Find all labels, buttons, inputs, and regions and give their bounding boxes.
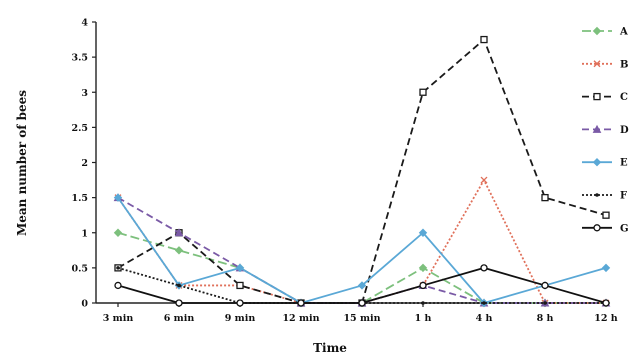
legend-item-B: B [582, 59, 628, 70]
data-point-F [482, 301, 486, 305]
legend-label: G [620, 223, 629, 234]
series-G [114, 264, 610, 307]
legend-label: B [620, 59, 628, 70]
x-tick-label: 3 min [103, 313, 134, 324]
legend-marker [592, 124, 602, 133]
y-tick-label: 3 [81, 88, 88, 99]
legend-item-F: F [582, 191, 627, 202]
series-line-C [117, 38, 607, 304]
y-tick-label: 3.5 [71, 53, 88, 64]
series-line-D [117, 196, 606, 304]
data-point-A [174, 246, 184, 255]
legend-marker [593, 60, 601, 68]
y-tick-label: 1.5 [71, 193, 88, 204]
data-point-F [116, 266, 120, 270]
legend-label: D [620, 125, 629, 136]
data-point-E [235, 263, 245, 273]
legend-marker [593, 92, 601, 101]
legend-marker [593, 224, 601, 232]
data-point-F [543, 301, 547, 305]
x-tick-label: 1 h [415, 313, 432, 324]
data-point-A [418, 263, 428, 273]
x-tick-label: 4 h [476, 313, 493, 324]
x-tick-label: 9 min [225, 313, 256, 324]
data-point-E [113, 193, 123, 202]
legend-label: E [620, 158, 628, 169]
data-point-E [601, 263, 611, 273]
x-tick-label: 6 min [164, 313, 195, 324]
data-point-G [541, 281, 549, 290]
legend-item-G: G [582, 223, 629, 234]
data-point-C [419, 88, 427, 96]
y-tick-label: 0 [81, 299, 88, 310]
legend-item-E: E [582, 158, 628, 169]
data-point-C [480, 35, 488, 44]
data-point-F [421, 301, 425, 305]
data-point-G [358, 299, 366, 307]
x-axis-title: Time [313, 341, 347, 355]
legend-marker [592, 157, 602, 167]
data-point-G [175, 299, 183, 307]
x-tick-label: 8 h [537, 313, 554, 324]
legend-label: F [620, 191, 627, 202]
data-point-G [602, 299, 610, 307]
data-point-E [418, 228, 428, 237]
legend-item-C: C [582, 92, 628, 103]
series-C [114, 35, 610, 307]
y-tick-label: 2.5 [71, 123, 88, 134]
legend: A B C D E F G [582, 27, 629, 234]
x-tick-label: 12 h [594, 313, 618, 324]
data-point-C [602, 211, 610, 219]
legend-item-D: D [582, 124, 629, 136]
series-line-A [117, 231, 606, 304]
data-point-G [236, 299, 244, 307]
legend-label: C [620, 92, 628, 103]
data-point-G [297, 299, 305, 307]
axes [95, 22, 610, 304]
legend-marker [592, 26, 602, 36]
data-point-B [480, 176, 488, 184]
y-tick-label: 2 [81, 158, 88, 169]
series-E [113, 193, 611, 308]
data-point-F [177, 283, 181, 288]
legend-marker [595, 193, 599, 197]
y-tick-label: 0.5 [71, 263, 88, 274]
x-tick-label: 15 min [343, 313, 380, 324]
y-axis-title: Mean number of bees [15, 90, 29, 236]
series-layer [113, 35, 611, 308]
data-point-G [480, 264, 488, 272]
data-point-C [236, 281, 244, 290]
legend-label: A [619, 27, 628, 38]
y-tick-label: 4 [81, 18, 88, 29]
data-point-C [541, 193, 549, 202]
data-point-D [174, 228, 184, 237]
data-point-G [114, 281, 122, 290]
legend-item-A: A [582, 27, 628, 38]
data-point-A [113, 228, 123, 237]
data-point-G [419, 281, 427, 290]
data-point-E [357, 281, 367, 290]
y-ticks: 0 0.5 1 1.5 2 2.5 3 3.5 4 [71, 18, 96, 310]
x-tick-label: 12 min [282, 313, 319, 324]
y-tick-label: 1 [81, 228, 88, 239]
